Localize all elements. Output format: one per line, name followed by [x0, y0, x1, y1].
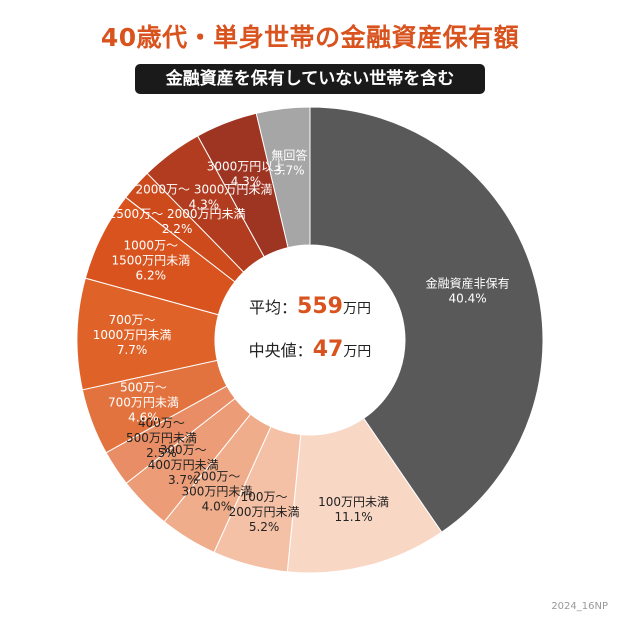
slice-label: 1500万〜 2000万円未満 2.2% — [109, 207, 246, 236]
median-unit: 万円 — [343, 344, 372, 360]
slice-label: 400万〜 500万円未満 2.5% — [126, 416, 197, 460]
slice-label: 金融資産非保有 40.4% — [426, 276, 510, 306]
slice-label: 1000万〜 1500万円未満 6.2% — [112, 238, 191, 282]
mean-value: 559 — [297, 294, 343, 319]
slice-label: 3000万円以上 4.3% — [207, 159, 286, 188]
slice-label: 200万〜 300万円未満 4.0% — [181, 470, 252, 514]
slice-label: 100万円未満 11.1% — [318, 495, 389, 524]
slice-label: 700万〜 1000万円未満 7.7% — [93, 313, 172, 357]
median-stat: 中央値：47万円 — [210, 337, 410, 362]
median-value: 47 — [312, 337, 344, 362]
chart-subtitle: 金融資産を保有していない世帯を含む — [135, 64, 485, 94]
slice-label: 500万〜 700万円未満 4.6% — [108, 381, 179, 425]
slice-label: 100万〜 200万円未満 5.2% — [229, 490, 300, 534]
mean-label: 平均： — [249, 298, 298, 317]
slice-label: 300万〜 400万円未満 3.7% — [148, 443, 219, 487]
slice-label: 2000万〜 3000万円未満 4.3% — [135, 183, 272, 212]
median-label: 中央値： — [248, 341, 313, 360]
donut-hole — [215, 245, 405, 435]
source-footer: 2024_16NP — [551, 601, 608, 612]
mean-stat: 平均：559万円 — [210, 294, 410, 319]
mean-unit: 万円 — [342, 301, 371, 317]
slice-label: 無回答 3.7% — [271, 148, 307, 178]
chart-title: 40歳代・単身世帯の金融資産保有額 — [100, 23, 520, 52]
